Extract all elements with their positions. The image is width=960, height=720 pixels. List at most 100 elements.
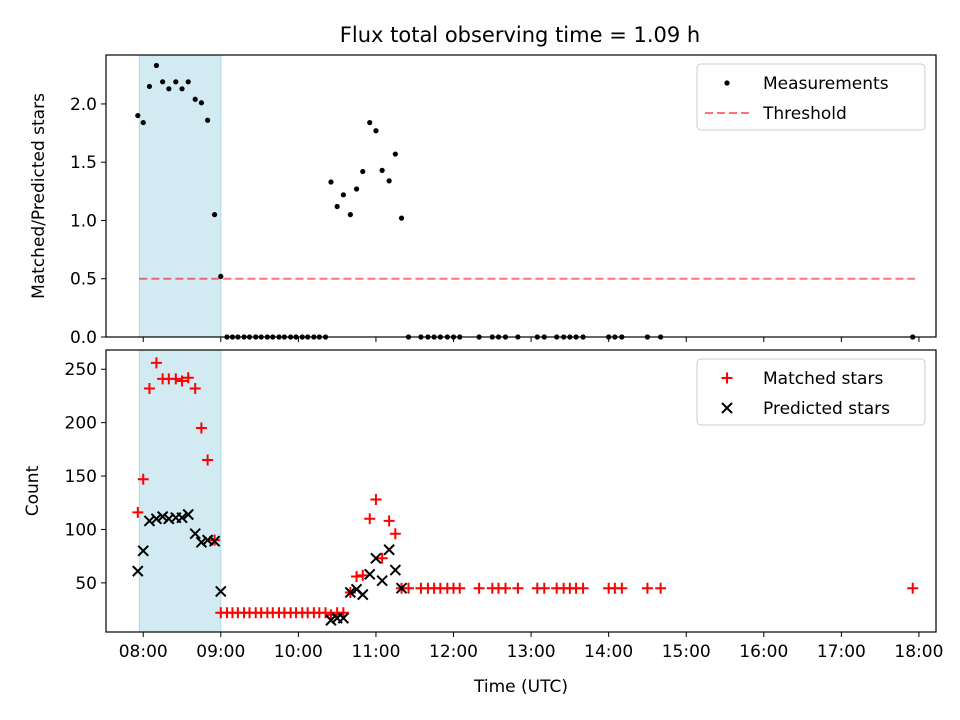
predicted-star-point (376, 575, 388, 587)
top-ytick-label: 2.0 (70, 95, 97, 115)
top-axes-frame (105, 54, 937, 338)
legend-label: Matched stars (763, 369, 883, 389)
top-legend: Measurements Threshold (696, 63, 926, 131)
measurement-point (146, 83, 153, 90)
predicted-star-point (344, 586, 357, 599)
matched-star-point (364, 513, 376, 525)
measurement-point (360, 168, 366, 175)
matched-star-point (403, 582, 415, 594)
measurement-point (192, 96, 198, 102)
measurement-point (367, 119, 373, 126)
predicted-star-point (195, 536, 208, 548)
xtick-label: 15:00 (662, 642, 711, 662)
xtick-label: 09:00 (196, 642, 245, 662)
xtick-label: 14:00 (584, 642, 633, 662)
matched-star-point (132, 506, 144, 518)
top-legend-box (696, 63, 926, 131)
panel-bottom: 50 100 150 200 250 08:00 09:00 10:00 11:00 12:00 1… (23, 349, 943, 697)
matched-star-point (370, 494, 382, 506)
measurement-point (135, 112, 141, 119)
predicted-star-point (325, 614, 337, 626)
matched-star-point (143, 382, 155, 394)
top-ytick-label: 1.0 (70, 211, 97, 231)
bottom-series-matched-stars (132, 357, 919, 621)
top-shaded-window (138, 54, 222, 338)
top-ytick-label: 1.5 (70, 153, 97, 173)
measurement-point (347, 212, 353, 218)
bottom-ytick-label: 150 (65, 467, 97, 487)
matched-star-point (641, 582, 653, 594)
matched-star-point (616, 582, 628, 594)
panel-top: 0.0 0.5 1.0 1.5 2.0 Matched/Predicted stars Me… (29, 54, 937, 348)
xlabel: Time (UTC) (473, 677, 568, 697)
xtick-label: 17:00 (817, 642, 866, 662)
measurement-point (160, 79, 166, 85)
measurement-point (353, 186, 360, 192)
measurement-point (166, 86, 172, 92)
bottom-axes-frame (105, 349, 937, 633)
matched-star-point (182, 372, 194, 384)
bottom-ytick-label: 250 (65, 360, 97, 380)
measurement-point (211, 212, 218, 218)
matched-star-point (376, 552, 388, 564)
measurement-point (379, 167, 385, 173)
matched-star-point (389, 528, 401, 540)
legend-marker-matched (721, 372, 733, 384)
xtick-label: 13:00 (507, 642, 556, 662)
chart-title: Flux total observing time = 1.09 h (340, 23, 700, 47)
matched-star-point (577, 582, 589, 594)
xtick-label: 18:00 (894, 642, 943, 662)
matched-star-point (195, 422, 207, 434)
predicted-star-point (150, 513, 163, 525)
bottom-legend-box (696, 358, 926, 426)
measurement-point (205, 117, 211, 123)
xtick-label: 12:00 (429, 642, 478, 662)
predicted-star-point (143, 515, 156, 527)
legend-label: Measurements (763, 74, 889, 94)
measurement-point (198, 100, 205, 106)
matched-star-point (170, 373, 182, 385)
measurement-point (179, 86, 185, 92)
xtick-label: 16:00 (739, 642, 788, 662)
matched-star-point (907, 582, 919, 594)
bottom-ytick-label: 100 (65, 520, 97, 540)
predicted-star-point (189, 528, 201, 540)
legend-label: Threshold (762, 104, 847, 124)
measurement-point (218, 273, 224, 280)
matched-star-point (454, 582, 466, 594)
measurement-point (340, 192, 346, 198)
matched-star-point (150, 357, 162, 369)
measurement-point (373, 128, 379, 134)
predicted-star-point (383, 544, 395, 556)
matched-star-point (351, 570, 363, 582)
bottom-series-predicted-stars (132, 508, 408, 626)
legend-marker-measurements (724, 80, 730, 86)
xtick-label: 11:00 (351, 642, 400, 662)
measurement-point (398, 215, 405, 221)
measurement-point (153, 62, 160, 69)
bottom-ytick-label: 50 (75, 574, 97, 594)
predicted-star-point (370, 552, 382, 565)
matched-star-point (189, 382, 201, 394)
predicted-star-point (137, 545, 149, 557)
predicted-star-point (364, 568, 376, 581)
predicted-star-point (337, 612, 350, 624)
bottom-shaded-window (138, 349, 222, 633)
measurement-point (328, 179, 334, 185)
top-ytick-label: 0.5 (70, 270, 97, 290)
matched-star-point (202, 454, 214, 466)
predicted-star-point (215, 585, 227, 598)
matched-star-point (473, 582, 485, 594)
legend-marker-predicted (721, 402, 733, 414)
matched-star-point (320, 607, 332, 619)
predicted-star-point (357, 588, 369, 601)
matched-star-point (176, 375, 188, 387)
xtick-label: 10:00 (274, 642, 323, 662)
matched-star-point (499, 582, 511, 594)
top-ylabel: Matched/Predicted stars (29, 93, 49, 299)
matched-star-point (512, 582, 524, 594)
matched-star-point (655, 582, 667, 594)
top-ytick-label: 0.0 (70, 328, 97, 348)
measurement-point (392, 151, 398, 157)
matched-star-point (337, 607, 349, 619)
